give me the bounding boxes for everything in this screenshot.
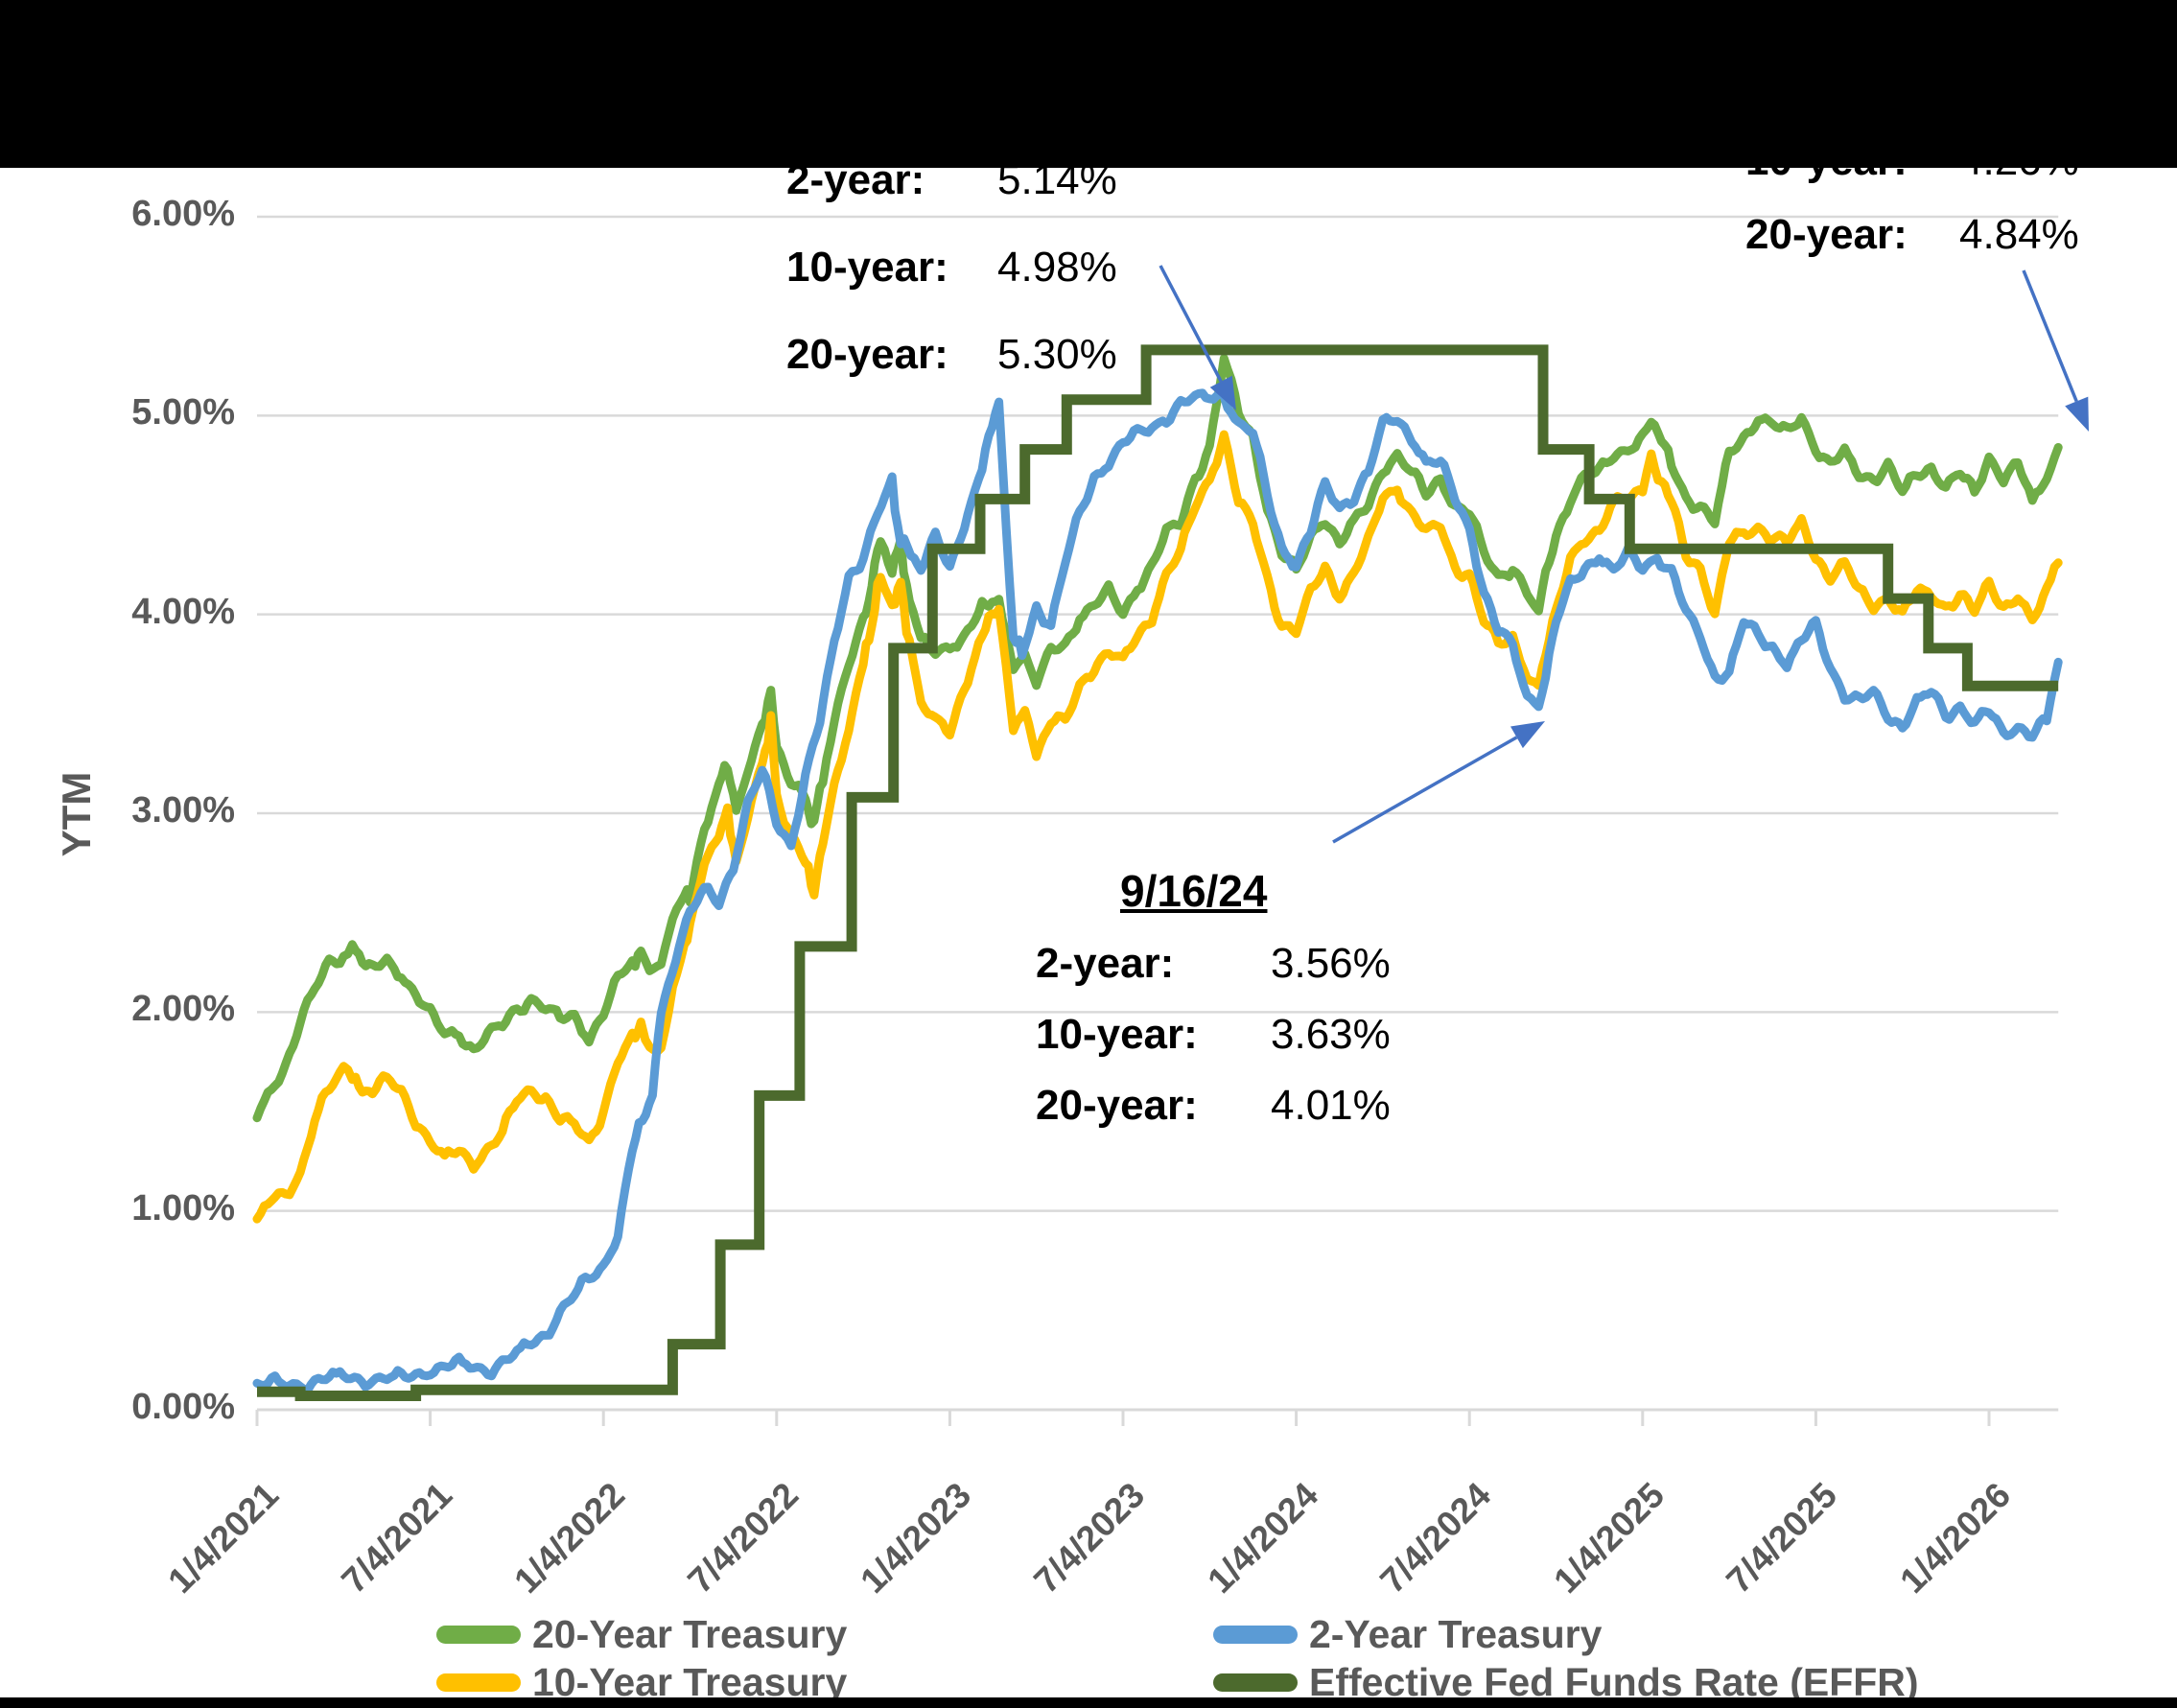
y-tick-label-3.00%: 3.00% (131, 790, 235, 831)
y-tick-label-6.00%: 6.00% (131, 194, 235, 235)
series-20-year-treasury (252, 354, 2063, 1123)
top-letterbox-bar (0, 0, 2177, 168)
annotation-value-peak_oct_2023: 5.30% (997, 331, 1117, 378)
annotation-arrowhead (1510, 721, 1545, 749)
annotation-arrow (1332, 736, 1518, 844)
legend-swatch (436, 1673, 521, 1692)
annotation-label-latest_right: 20-year: (1745, 211, 1908, 258)
legend-swatch (1213, 1626, 1298, 1644)
y-tick-label-5.00%: 5.00% (131, 392, 235, 433)
legend-label: 10-Year Treasury (532, 1660, 848, 1704)
legend-item-effective-fed-funds-rate-effr: Effective Fed Funds Rate (EFFR) (1213, 1660, 1919, 1705)
legend-swatch (1213, 1673, 1298, 1692)
annotation-arrow (1159, 265, 1223, 383)
annotation-label-peak_oct_2023: 10-year: (786, 244, 948, 291)
legend-label: 2-Year Treasury (1309, 1612, 1603, 1656)
legend-label: Effective Fed Funds Rate (EFFR) (1309, 1660, 1919, 1704)
series-effective-fed-funds-rate-effr (257, 344, 2059, 1401)
annotation-arrowhead (2065, 396, 2089, 432)
annotation-value-peak_oct_2023: 4.98% (997, 244, 1117, 291)
legend-item-2-year-treasury: 2-Year Treasury (1213, 1612, 1602, 1657)
annotation-arrowhead (1209, 375, 1236, 410)
annotation-arrow (2022, 269, 2078, 403)
annotation-label-sep_16_2024: 10-year: (1036, 1011, 1198, 1058)
annotation-heading-sep_16_2024: 9/16/24 (1120, 866, 1268, 916)
y-tick-label-4.00%: 4.00% (131, 591, 235, 632)
y-tick-label-2.00%: 2.00% (131, 989, 235, 1030)
annotation-value-sep_16_2024: 3.63% (1271, 1011, 1391, 1058)
legend-label: 20-Year Treasury (532, 1612, 848, 1656)
legend-swatch (436, 1626, 521, 1644)
annotation-value-sep_16_2024: 3.56% (1271, 940, 1391, 987)
y-tick-label-0.00%: 0.00% (131, 1387, 235, 1427)
legend-item-20-year-treasury: 20-Year Treasury (436, 1612, 847, 1657)
annotation-value-sep_16_2024: 4.01% (1271, 1082, 1391, 1129)
bottom-letterbox-bar (0, 1697, 2177, 1708)
annotation-label-sep_16_2024: 20-year: (1036, 1082, 1198, 1129)
annotation-value-latest_right: 4.84% (1959, 211, 2079, 258)
legend-item-10-year-treasury: 10-Year Treasury (436, 1660, 847, 1705)
series-10-year-treasury (252, 430, 2063, 1224)
annotation-label-peak_oct_2023: 20-year: (786, 331, 948, 378)
series-2-year-treasury (252, 388, 2063, 1395)
y-tick-label-1.00%: 1.00% (131, 1187, 235, 1228)
annotation-label-sep_16_2024: 2-year: (1036, 940, 1175, 987)
